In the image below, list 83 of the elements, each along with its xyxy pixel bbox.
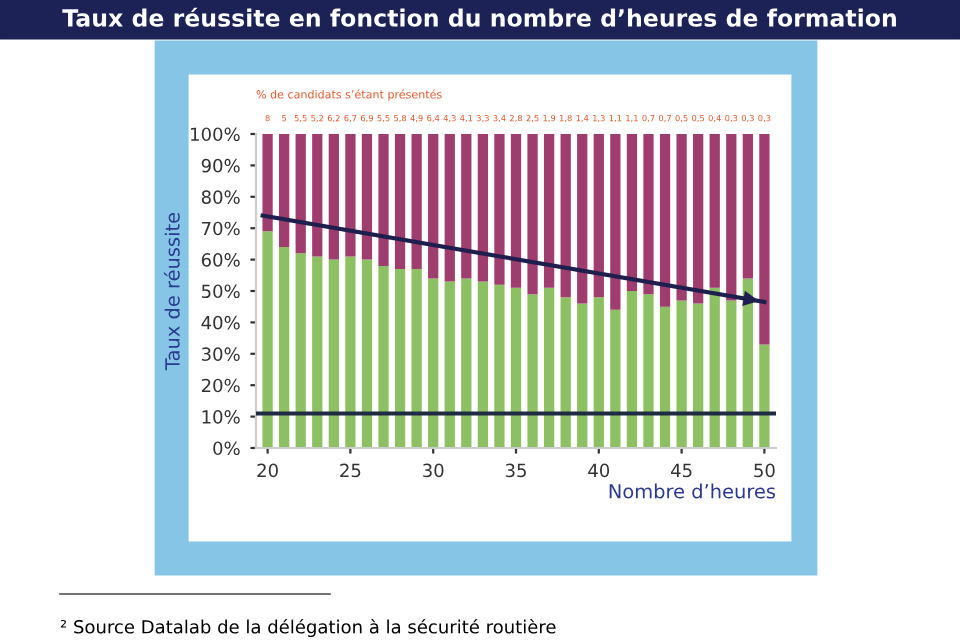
bar — [279, 247, 290, 448]
y-tick-label: 40% — [201, 315, 240, 330]
bar — [560, 297, 571, 448]
bar — [577, 134, 588, 304]
x-tick-label: 30 — [423, 463, 444, 478]
x-tick-label: 45 — [671, 463, 692, 478]
bar — [411, 134, 422, 270]
bar — [527, 294, 538, 448]
bar — [428, 278, 439, 448]
y-tick-label: 80% — [201, 190, 240, 204]
bar — [527, 134, 538, 295]
bar — [643, 134, 654, 295]
bar — [759, 344, 770, 448]
bar — [709, 134, 720, 288]
bar — [626, 134, 638, 291]
bar — [444, 134, 455, 282]
bar — [593, 134, 604, 298]
y-tick-label: 60% — [201, 253, 240, 267]
bar — [659, 306, 671, 448]
bar — [643, 294, 654, 448]
bar — [626, 291, 638, 448]
bar — [378, 265, 389, 448]
x-tick-label: 25 — [340, 463, 361, 478]
bar — [312, 256, 323, 448]
bar — [262, 231, 273, 448]
y-tick-label: 100% — [191, 127, 240, 142]
y-axis-title: Taux de réussite — [163, 212, 180, 371]
bar — [693, 134, 704, 304]
bar — [494, 284, 505, 448]
bar — [659, 134, 671, 307]
bar — [477, 134, 489, 282]
chart-title: Taux de réussite en fonction du nombre d’heures de formation — [62, 7, 896, 27]
bar — [726, 300, 737, 448]
bar — [543, 134, 555, 288]
bar — [378, 134, 389, 266]
x-tick-label: 35 — [505, 463, 526, 478]
x-tick-label: 40 — [588, 463, 610, 478]
bar — [295, 134, 306, 254]
bar — [577, 303, 588, 448]
bar — [610, 309, 621, 448]
text: ² Source Datalab de la délégation à la sécurité routière — [60, 618, 556, 638]
y-tick-label: 30% — [201, 347, 240, 361]
y-tick-label: 70% — [202, 221, 240, 236]
bar — [693, 303, 704, 448]
bar — [494, 134, 505, 285]
y-tick-label: 90% — [201, 158, 240, 173]
bar — [676, 134, 687, 301]
bar — [312, 134, 323, 257]
bar — [328, 259, 339, 448]
bar — [361, 259, 373, 448]
bar — [477, 281, 489, 448]
bar — [328, 134, 339, 260]
bar — [461, 134, 472, 279]
bar — [676, 300, 687, 448]
bar — [394, 134, 406, 270]
y-tick-label: 50% — [201, 284, 240, 299]
bar — [279, 134, 290, 248]
bar — [394, 269, 406, 448]
bar — [345, 134, 356, 257]
bar — [560, 134, 571, 298]
y-tick-label: 0% — [213, 441, 240, 456]
x-tick-label: 50 — [754, 463, 775, 478]
bar — [428, 134, 439, 279]
x-axis-title: Nombre d’heures — [609, 483, 776, 499]
bar — [610, 134, 621, 310]
bar — [759, 134, 770, 345]
bar — [742, 134, 753, 279]
bar — [411, 269, 422, 448]
bar — [295, 253, 306, 448]
bar — [709, 287, 720, 448]
bar — [543, 287, 555, 448]
bar — [461, 278, 472, 448]
bar — [726, 134, 737, 301]
bar — [444, 281, 455, 448]
bar — [345, 256, 356, 448]
bar — [593, 297, 604, 448]
x-tick-label: 20 — [257, 463, 278, 478]
bar — [361, 134, 373, 260]
bar — [510, 287, 522, 448]
bar — [262, 134, 273, 232]
bar — [510, 134, 522, 288]
y-tick-label: 10% — [202, 410, 240, 424]
y-tick-label: 20% — [201, 378, 240, 393]
